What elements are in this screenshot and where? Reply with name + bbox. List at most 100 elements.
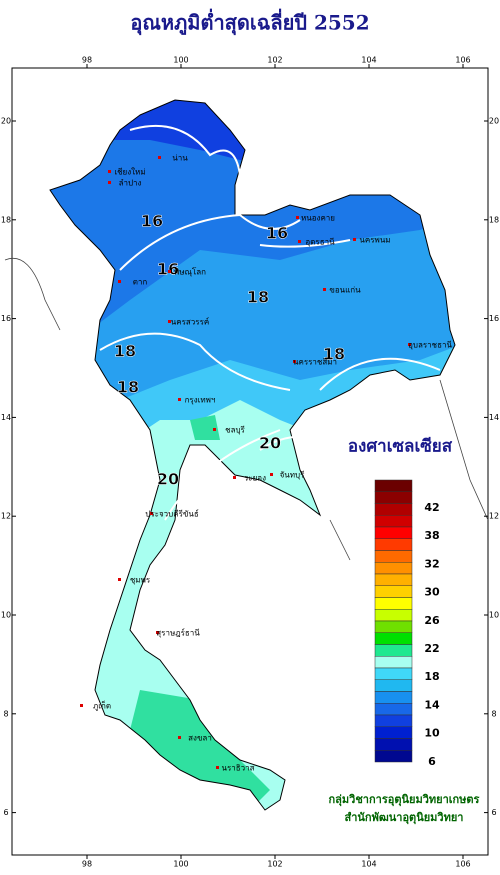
station (178, 736, 181, 739)
contour-label: 16 (141, 212, 163, 231)
lat-tick-label: 14 (1, 413, 11, 422)
lon-tick-label: 104 (361, 860, 376, 869)
station (353, 238, 356, 241)
contour-line (164, 429, 281, 521)
station (158, 156, 161, 159)
place-label: นครราชสีมา (293, 358, 337, 367)
contour-label: 16 (266, 224, 288, 243)
legend-swatch (374, 644, 413, 657)
contour-line (259, 239, 351, 248)
lat-tick-label: 8 (3, 709, 8, 718)
lon-tick-label: 106 (455, 860, 470, 869)
legend-swatch (374, 609, 413, 622)
place-label: นครสวรรค์ (171, 317, 209, 327)
place-label: นราธิวาส (221, 764, 254, 773)
legend-swatch (374, 667, 413, 680)
neighbor-border (4, 258, 489, 561)
lat-tick-label: 20 (1, 117, 11, 126)
title: อุณหภูมิต่ำสุดเฉลี่ยปี 2552 (130, 8, 369, 37)
contour-label: 18 (117, 378, 139, 397)
legend-swatch (374, 538, 413, 551)
contour-line (319, 357, 441, 391)
station (408, 343, 411, 346)
station (150, 512, 153, 515)
zone-24 (130, 690, 270, 810)
station (323, 288, 326, 291)
place-label: ตาก (133, 278, 148, 287)
credit: สำนักพัฒนาอุตุนิยมวิทยา (345, 811, 464, 825)
legend-swatch (374, 585, 413, 598)
contour-line (259, 435, 321, 451)
place-label: ภูเก็ต (93, 701, 111, 712)
place-label: อุดรธานี (305, 238, 335, 247)
legend-swatch (374, 632, 413, 645)
lat-tick-label: 18 (489, 215, 499, 224)
place-label: หนองคาย (301, 214, 335, 223)
place-label: ชลบุรี (225, 426, 245, 435)
legend-swatch (374, 679, 413, 692)
lat-tick-label: 18 (1, 215, 11, 224)
station (213, 428, 216, 431)
place-label: นครพนม (359, 236, 390, 245)
legend-swatch (374, 620, 413, 633)
legend-swatch (374, 703, 413, 716)
contour-label: 18 (323, 345, 345, 364)
place-label: ระยอง (244, 474, 266, 483)
legend-swatch (374, 526, 413, 539)
lon-tick-label: 102 (267, 56, 282, 65)
legend-label: 32 (424, 557, 439, 570)
place-label: สุราษฎร์ธานี (156, 628, 200, 638)
station (296, 216, 299, 219)
legend-label: 6 (428, 755, 436, 768)
lon-tick-label: 100 (173, 56, 188, 65)
lat-tick-label: 12 (489, 512, 499, 521)
place-label: เชียงใหม่ (114, 168, 145, 177)
lon-tick-label: 104 (361, 56, 376, 65)
lat-tick-label: 12 (1, 512, 11, 521)
legend-label: 22 (424, 642, 439, 655)
station (178, 398, 181, 401)
legend-swatch (374, 691, 413, 704)
legend-swatch (374, 515, 413, 528)
lat-tick-label: 10 (1, 611, 11, 620)
lat-tick-label: 6 (491, 808, 496, 817)
contour-label: 16 (157, 260, 179, 279)
legend-swatch (374, 656, 413, 669)
legend-swatch (374, 726, 413, 739)
zone-24 (190, 415, 220, 440)
station (168, 320, 171, 323)
place-label: พิษณุโลก (174, 267, 206, 277)
legend-swatch (374, 714, 413, 727)
lon-tick-label: 98 (82, 860, 92, 869)
legend-swatch (374, 597, 413, 610)
place-label: ลำปาง (119, 179, 142, 188)
legend-swatch (374, 738, 413, 751)
station (118, 280, 121, 283)
contour-label: 18 (247, 288, 269, 307)
contour-label: 20 (157, 470, 179, 489)
legend-label: 26 (424, 614, 440, 627)
lon-tick-label: 102 (267, 860, 282, 869)
lon-tick-label: 106 (455, 56, 470, 65)
station (108, 181, 111, 184)
station (118, 578, 121, 581)
lon-tick-label: 100 (173, 860, 188, 869)
legend-swatch (374, 491, 413, 504)
lon-tick-label: 98 (82, 56, 92, 65)
station (80, 704, 83, 707)
legend-label: 14 (424, 698, 440, 711)
legend-swatch (374, 562, 413, 575)
station (298, 240, 301, 243)
station (156, 631, 159, 634)
station (168, 270, 171, 273)
legend-swatch (374, 750, 413, 763)
contour-line (119, 213, 301, 271)
contour-line (99, 332, 291, 391)
lat-tick-label: 6 (3, 808, 8, 817)
legend-swatch (374, 573, 413, 586)
station (293, 360, 296, 363)
legend-label: 38 (424, 529, 439, 542)
legend-swatch (374, 550, 413, 563)
